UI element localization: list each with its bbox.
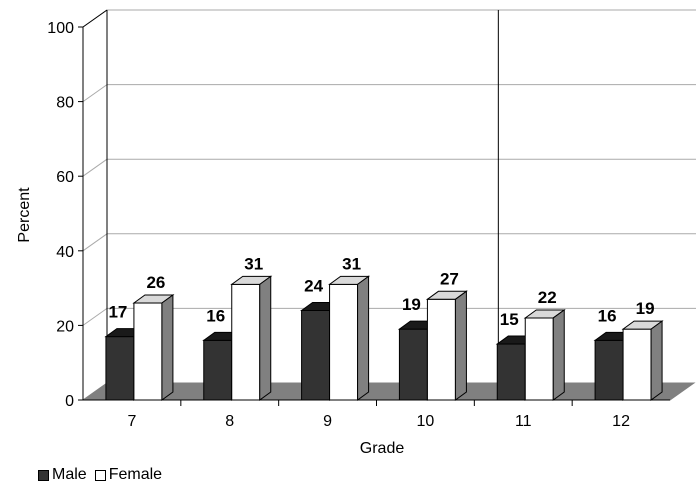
data-label-male-10: 19	[402, 295, 421, 314]
data-label-female-9: 31	[342, 254, 361, 273]
legend-swatch-female	[94, 469, 106, 481]
bars	[104, 275, 664, 401]
legend-item-male: Male	[38, 466, 87, 484]
bar-side	[259, 275, 272, 401]
bar-front	[496, 343, 526, 401]
data-label-male-11: 15	[500, 310, 519, 329]
bar-front	[301, 309, 331, 401]
data-label-female-10: 27	[440, 269, 459, 288]
bar-front	[203, 339, 233, 401]
axes: 0 20 40 60 80 100 7 8 9 10 11 12	[47, 9, 670, 430]
y-tick-label: 100	[47, 20, 74, 37]
legend: Male Female	[38, 466, 170, 484]
bar-front	[133, 302, 163, 401]
bar-female-11	[523, 308, 566, 401]
gridlines	[82, 9, 696, 383]
y-tick-label: 20	[56, 318, 74, 335]
bar-female-10	[425, 290, 468, 401]
data-label-female-12: 19	[636, 299, 655, 318]
y-tick-label: 60	[56, 169, 74, 186]
y-tick-label: 80	[56, 95, 74, 112]
x-tick-label: 12	[612, 413, 630, 430]
bar-side	[454, 290, 467, 401]
legend-label-female: Female	[108, 466, 163, 483]
data-labels: 17 26 16 31 24 31 19 27 15 22 16 19	[108, 254, 654, 329]
bar-side	[650, 320, 663, 401]
data-label-female-7: 26	[146, 273, 165, 292]
x-axis-title: Grade	[360, 440, 405, 457]
gridline-side	[82, 158, 108, 177]
gridline-side	[82, 233, 108, 252]
side-wall-top-edge	[82, 9, 108, 28]
bar-front	[329, 283, 359, 401]
bar-front	[105, 336, 135, 401]
data-label-female-11: 22	[538, 288, 557, 307]
bar-female-12	[621, 320, 664, 401]
bar-front	[426, 298, 456, 401]
bar-front	[594, 339, 624, 401]
bar-female-8	[230, 275, 273, 401]
data-label-male-8: 16	[206, 306, 225, 325]
legend-swatch-male	[38, 469, 49, 481]
data-label-male-7: 17	[108, 303, 127, 322]
legend-item-female: Female	[94, 466, 163, 484]
data-label-male-12: 16	[598, 306, 617, 325]
bar-side	[357, 275, 370, 401]
bar-side	[161, 294, 174, 401]
y-tick-label: 0	[65, 393, 74, 410]
bar-front	[231, 283, 261, 401]
x-tick-label: 10	[417, 413, 435, 430]
data-label-female-8: 31	[244, 254, 263, 273]
x-tick-label: 8	[225, 413, 234, 430]
x-tick-label: 7	[127, 413, 136, 430]
data-label-male-9: 24	[304, 276, 323, 295]
gridline-side	[82, 84, 108, 103]
gridline-side	[82, 307, 108, 326]
bar-front	[622, 328, 652, 401]
bar-female-7	[132, 294, 175, 401]
bar-front	[398, 328, 428, 401]
y-tick-label: 40	[56, 244, 74, 261]
x-tick-label: 9	[323, 413, 332, 430]
x-tick-label: 11	[515, 413, 532, 430]
legend-label-male: Male	[52, 466, 87, 483]
y-axis-title: Percent	[16, 187, 33, 243]
bar-front	[524, 317, 554, 401]
bar-female-9	[328, 275, 371, 401]
bar-side	[552, 308, 565, 401]
